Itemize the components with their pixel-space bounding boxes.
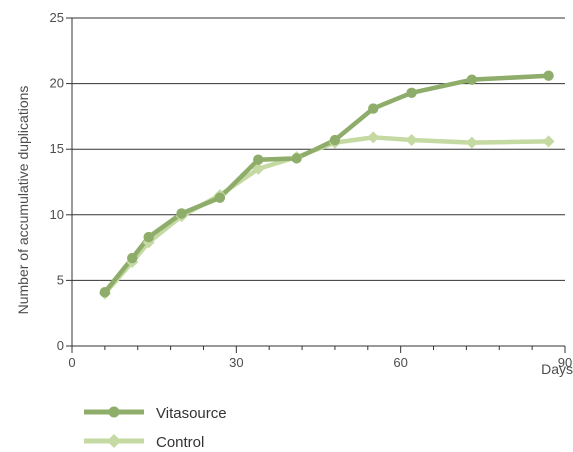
x-tick-label: 0 [68, 355, 75, 370]
data-point-vitasource [143, 231, 154, 243]
legend-marker-control [107, 434, 121, 448]
tick-labels: 0 5 10 15 20 25 0 30 60 90 [50, 10, 573, 370]
data-point-vitasource [291, 153, 302, 164]
axes [71, 18, 565, 347]
y-tick-label: 20 [50, 76, 64, 91]
x-tick-label: 90 [558, 355, 572, 370]
data-point-vitasource [253, 154, 264, 165]
legend-label-control: Control [156, 434, 204, 451]
y-axis-label: Number of accumulative duplications [15, 86, 31, 315]
y-tick-label: 15 [50, 141, 64, 156]
legend: Vitasource Control [84, 405, 227, 451]
data-point-vitasource [127, 252, 138, 264]
series-markers [98, 70, 555, 300]
y-tick-label: 10 [50, 207, 64, 222]
data-point-vitasource [99, 287, 111, 298]
x-axis-label: Days [541, 361, 573, 377]
legend-label-vitasource: Vitasource [156, 405, 227, 422]
data-point-vitasource [466, 74, 478, 85]
x-tick-label: 30 [229, 355, 243, 370]
data-point-vitasource [406, 87, 417, 98]
data-point-control [465, 136, 478, 149]
series-line-control [102, 135, 551, 296]
legend-marker-vitasource [108, 406, 120, 418]
data-point-vitasource [368, 103, 379, 114]
data-point-vitasource [543, 70, 554, 81]
data-point-vitasource [329, 134, 341, 146]
legend-item-vitasource: Vitasource [84, 405, 227, 422]
data-point-control [252, 162, 265, 175]
series-lines [102, 73, 551, 296]
data-point-control [542, 135, 555, 148]
legend-item-control: Control [84, 434, 204, 451]
y-tick-label: 25 [50, 10, 64, 25]
data-point-vitasource [214, 192, 226, 203]
y-tick-label: 0 [57, 338, 64, 353]
x-tick-label: 60 [393, 355, 407, 370]
tick-marks [66, 17, 566, 353]
data-point-control [367, 131, 380, 144]
series-line-vitasource [102, 73, 551, 295]
data-point-control [405, 134, 418, 147]
data-point-vitasource [176, 208, 187, 219]
y-tick-label: 5 [57, 272, 64, 287]
